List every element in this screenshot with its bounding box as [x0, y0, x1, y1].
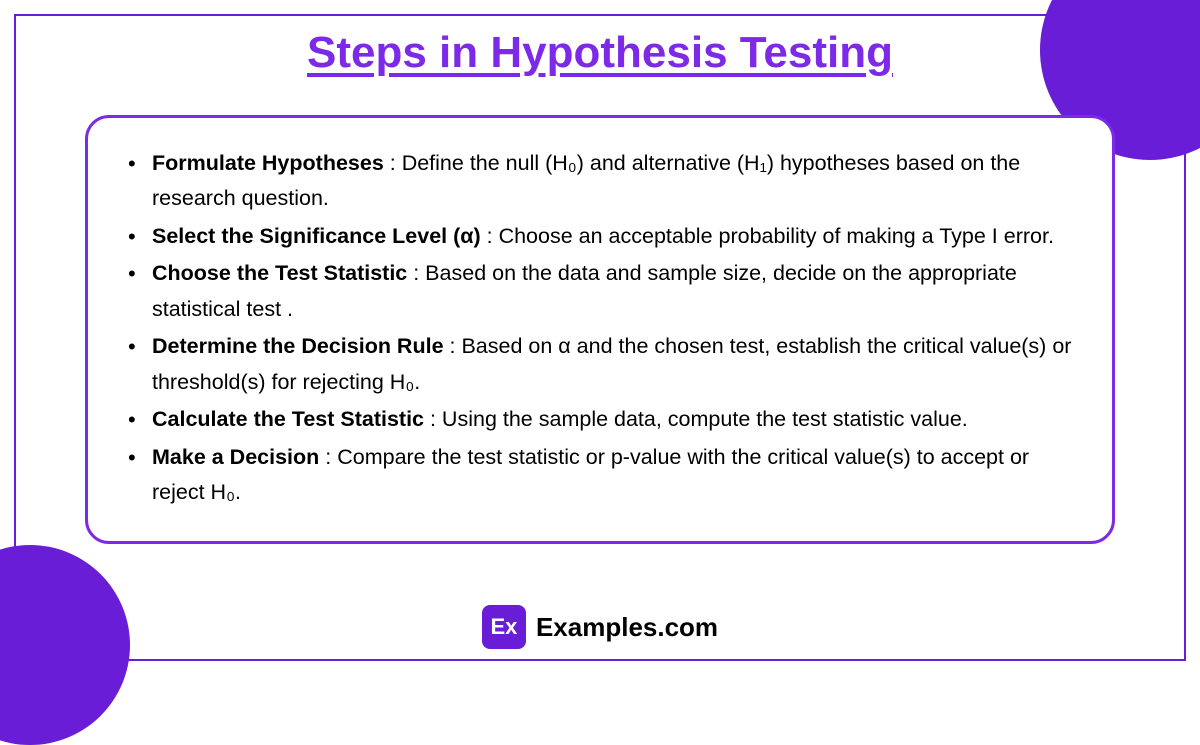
step-text: : Using the sample data, compute the tes… — [424, 407, 968, 431]
step-bold: Formulate Hypotheses — [152, 151, 384, 175]
list-item: Calculate the Test Statistic : Using the… — [128, 402, 1072, 437]
step-bold: Select the Significance Level (α) — [152, 224, 481, 248]
logo-text: Ex — [490, 614, 517, 640]
brand-text: Examples.com — [536, 612, 718, 643]
footer: Ex Examples.com — [0, 605, 1200, 649]
content-box: Formulate Hypotheses : Define the null (… — [85, 115, 1115, 544]
list-item: Determine the Decision Rule : Based on α… — [128, 329, 1072, 400]
steps-list: Formulate Hypotheses : Define the null (… — [128, 146, 1072, 511]
list-item: Make a Decision : Compare the test stati… — [128, 440, 1072, 511]
step-text: : Choose an acceptable probability of ma… — [481, 224, 1054, 248]
step-bold: Determine the Decision Rule — [152, 334, 444, 358]
step-bold: Choose the Test Statistic — [152, 261, 407, 285]
page-title: Steps in Hypothesis Testing — [0, 28, 1200, 78]
step-bold: Calculate the Test Statistic — [152, 407, 424, 431]
list-item: Choose the Test Statistic : Based on the… — [128, 256, 1072, 327]
list-item: Formulate Hypotheses : Define the null (… — [128, 146, 1072, 217]
logo-icon: Ex — [482, 605, 526, 649]
list-item: Select the Significance Level (α) : Choo… — [128, 219, 1072, 254]
step-bold: Make a Decision — [152, 445, 319, 469]
